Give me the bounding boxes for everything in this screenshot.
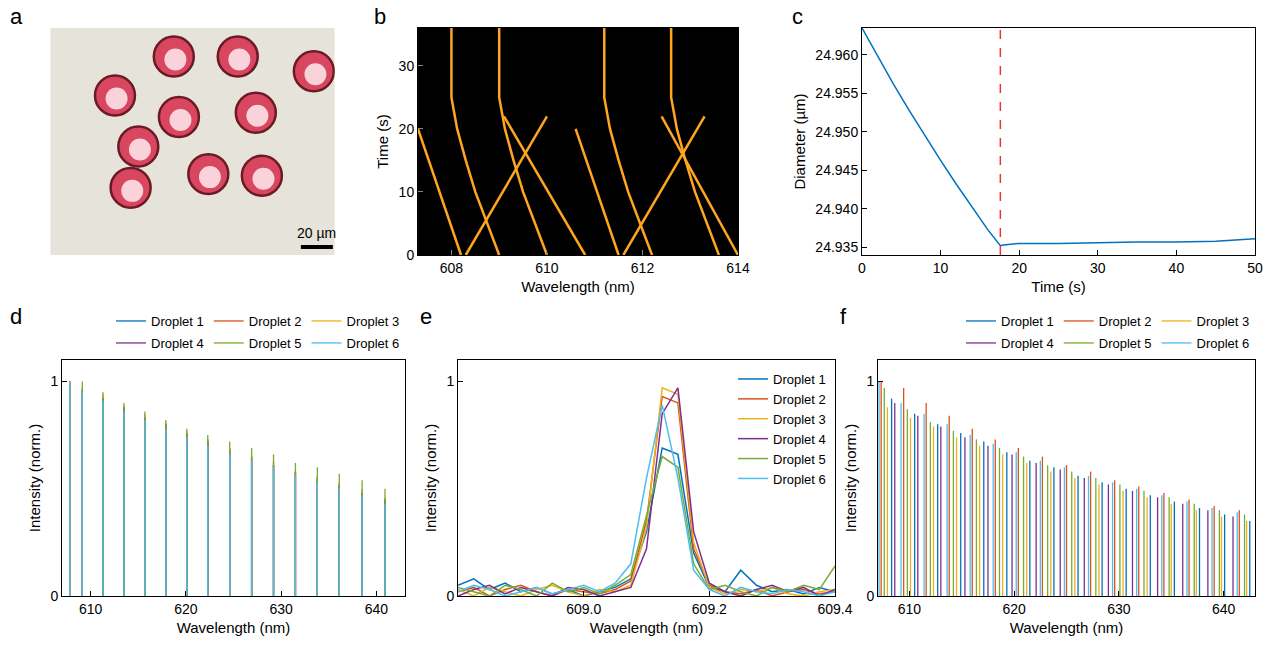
svg-text:Intensity (norm.): Intensity (norm.) <box>842 424 859 532</box>
svg-text:609.2: 609.2 <box>692 601 727 617</box>
svg-text:Wavelength (nm): Wavelength (nm) <box>590 619 704 636</box>
svg-text:610: 610 <box>535 260 559 276</box>
svg-text:20: 20 <box>399 121 415 137</box>
svg-text:Droplet 4: Droplet 4 <box>151 336 204 351</box>
svg-text:0: 0 <box>50 588 58 604</box>
svg-text:Droplet 4: Droplet 4 <box>773 432 826 447</box>
svg-text:24.940: 24.940 <box>815 201 858 217</box>
svg-text:620: 620 <box>174 601 198 617</box>
svg-text:24.960: 24.960 <box>815 47 858 63</box>
svg-text:20: 20 <box>1011 260 1027 276</box>
svg-text:Intensity (norm.): Intensity (norm.) <box>422 424 439 532</box>
svg-text:0: 0 <box>406 247 414 263</box>
svg-text:608: 608 <box>440 260 464 276</box>
svg-text:Droplet 6: Droplet 6 <box>1197 336 1250 351</box>
svg-text:Time (s): Time (s) <box>1031 278 1085 295</box>
svg-text:10: 10 <box>399 184 415 200</box>
svg-text:f: f <box>840 304 847 329</box>
svg-text:24.950: 24.950 <box>815 124 858 140</box>
svg-text:640: 640 <box>1212 601 1236 617</box>
svg-text:Droplet 5: Droplet 5 <box>1099 336 1152 351</box>
svg-text:Wavelength (nm): Wavelength (nm) <box>177 619 291 636</box>
svg-text:Droplet 3: Droplet 3 <box>1197 314 1250 329</box>
svg-text:Intensity (norm.): Intensity (norm.) <box>26 424 43 532</box>
svg-text:0: 0 <box>866 588 874 604</box>
svg-text:640: 640 <box>365 601 389 617</box>
svg-text:Droplet 3: Droplet 3 <box>347 314 400 329</box>
svg-text:b: b <box>374 4 386 29</box>
svg-text:612: 612 <box>631 260 655 276</box>
svg-text:1: 1 <box>866 373 874 389</box>
svg-text:0: 0 <box>858 260 866 276</box>
svg-text:30: 30 <box>399 58 415 74</box>
svg-text:609.0: 609.0 <box>566 601 601 617</box>
svg-text:Droplet 1: Droplet 1 <box>773 372 826 387</box>
svg-text:50: 50 <box>1247 260 1263 276</box>
svg-text:630: 630 <box>1107 601 1131 617</box>
svg-text:24.945: 24.945 <box>815 162 858 178</box>
svg-text:Droplet 2: Droplet 2 <box>249 314 302 329</box>
svg-text:d: d <box>10 304 22 329</box>
svg-text:Droplet 4: Droplet 4 <box>1001 336 1054 351</box>
svg-text:Droplet 5: Droplet 5 <box>249 336 302 351</box>
svg-text:610: 610 <box>79 601 103 617</box>
svg-text:Droplet 6: Droplet 6 <box>773 472 826 487</box>
svg-text:24.955: 24.955 <box>815 85 858 101</box>
svg-text:0: 0 <box>446 588 454 604</box>
svg-text:610: 610 <box>898 601 922 617</box>
svg-text:Wavelength (nm): Wavelength (nm) <box>521 278 635 295</box>
svg-text:24.935: 24.935 <box>815 239 858 255</box>
svg-text:1: 1 <box>446 373 454 389</box>
svg-text:Time (s): Time (s) <box>374 114 391 168</box>
svg-text:a: a <box>10 4 23 29</box>
svg-text:10: 10 <box>933 260 949 276</box>
svg-text:Droplet 2: Droplet 2 <box>773 392 826 407</box>
svg-text:609.4: 609.4 <box>817 601 852 617</box>
svg-text:e: e <box>420 304 432 329</box>
svg-text:Droplet 1: Droplet 1 <box>151 314 204 329</box>
svg-text:Wavelength (nm): Wavelength (nm) <box>1010 619 1124 636</box>
svg-text:40: 40 <box>1169 260 1185 276</box>
svg-text:614: 614 <box>726 260 750 276</box>
svg-text:Diameter (µm): Diameter (µm) <box>791 93 808 189</box>
svg-text:Droplet 6: Droplet 6 <box>347 336 400 351</box>
svg-text:1: 1 <box>50 373 58 389</box>
svg-text:Droplet 3: Droplet 3 <box>773 412 826 427</box>
svg-text:Droplet 2: Droplet 2 <box>1099 314 1152 329</box>
svg-text:630: 630 <box>269 601 293 617</box>
svg-text:c: c <box>792 4 803 29</box>
svg-text:20 µm: 20 µm <box>297 225 336 241</box>
svg-text:620: 620 <box>1002 601 1026 617</box>
svg-text:Droplet 1: Droplet 1 <box>1001 314 1054 329</box>
svg-text:30: 30 <box>1090 260 1106 276</box>
svg-text:Droplet 5: Droplet 5 <box>773 452 826 467</box>
